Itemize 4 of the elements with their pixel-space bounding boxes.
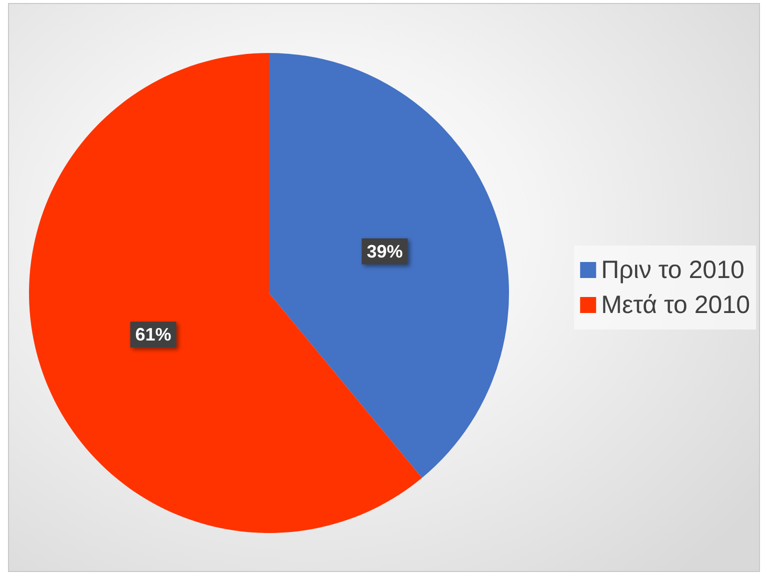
data-label: 39%: [366, 241, 403, 262]
legend-label: Πριν το 2010: [601, 256, 744, 284]
data-label: 61%: [135, 324, 172, 345]
legend-label: Μετά το 2010: [601, 291, 750, 319]
